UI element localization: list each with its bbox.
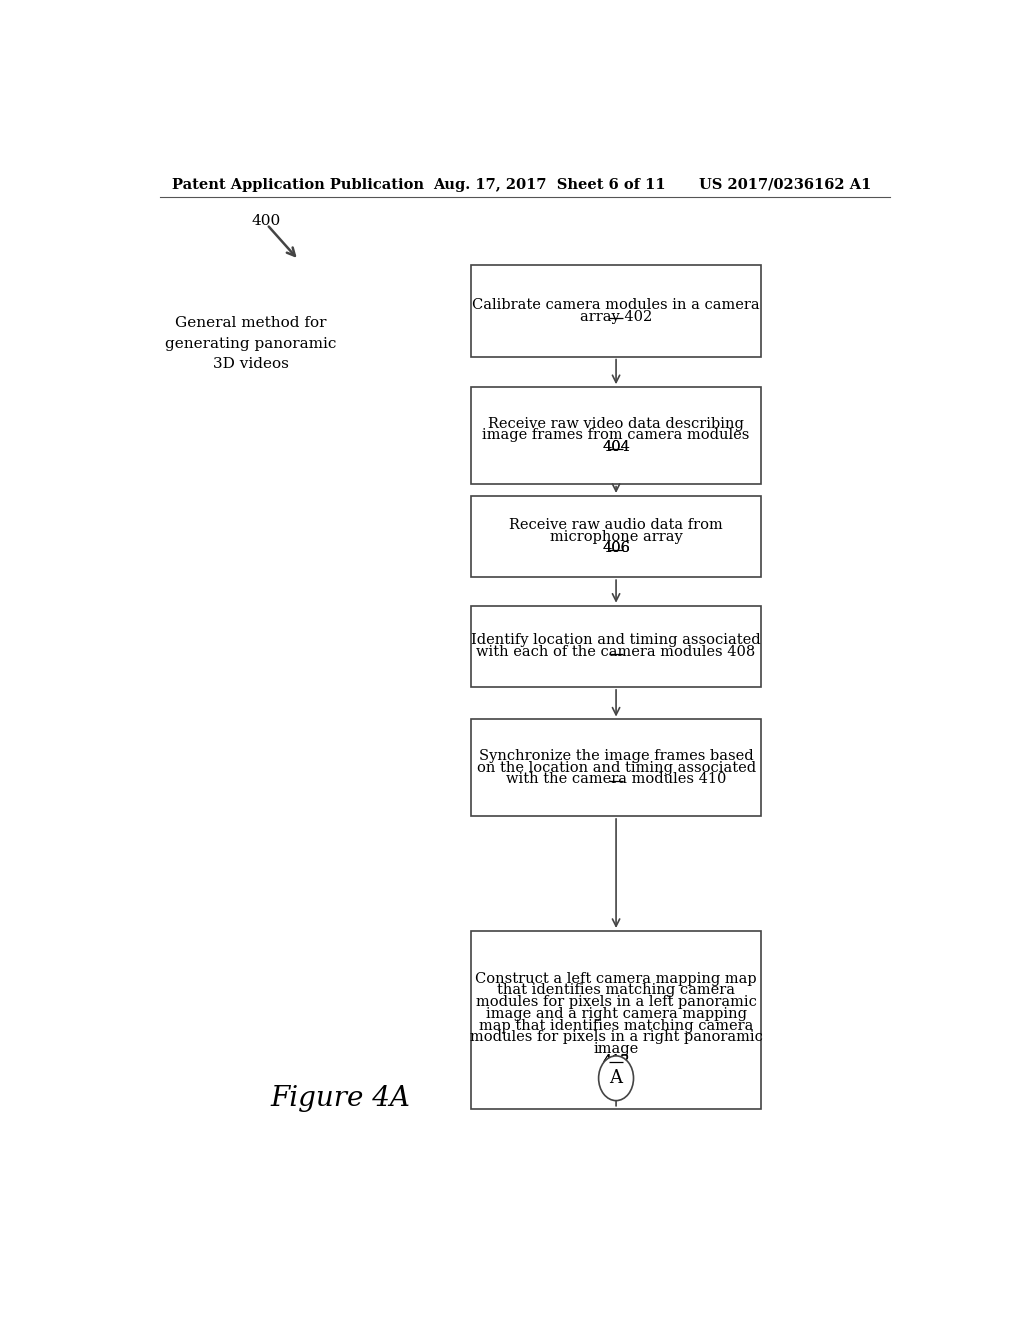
Text: 406: 406 [602, 541, 630, 556]
Text: that identifies matching camera: that identifies matching camera [497, 983, 735, 998]
Text: Figure 4A: Figure 4A [270, 1085, 411, 1111]
Text: Patent Application Publication: Patent Application Publication [172, 178, 424, 191]
Text: 412: 412 [602, 1053, 630, 1068]
Bar [471, 606, 761, 686]
Text: Construct a left camera mapping map: Construct a left camera mapping map [475, 972, 757, 986]
Text: 406: 406 [602, 541, 630, 556]
Text: modules for pixels in a left panoramic: modules for pixels in a left panoramic [475, 995, 757, 1010]
Bar [471, 265, 761, 356]
Circle shape [599, 1056, 634, 1101]
Text: modules for pixels in a right panoramic: modules for pixels in a right panoramic [470, 1031, 763, 1044]
Bar [471, 931, 761, 1109]
Text: image and a right camera mapping: image and a right camera mapping [485, 1007, 746, 1020]
Text: 404: 404 [602, 440, 630, 454]
Text: 400: 400 [251, 214, 281, 228]
Text: Identify location and timing associated: Identify location and timing associated [471, 634, 761, 647]
Text: Synchronize the image frames based: Synchronize the image frames based [479, 748, 754, 763]
Text: on the location and timing associated: on the location and timing associated [476, 760, 756, 775]
Bar [471, 719, 761, 816]
Text: image frames from camera modules: image frames from camera modules [482, 429, 750, 442]
Text: image: image [594, 1041, 639, 1056]
Text: 404: 404 [602, 440, 630, 454]
Bar [471, 496, 761, 577]
Text: with each of the camera modules 408: with each of the camera modules 408 [476, 645, 756, 659]
Text: A: A [609, 1069, 623, 1088]
Text: Calibrate camera modules in a camera: Calibrate camera modules in a camera [472, 298, 760, 312]
Text: US 2017/0236162 A1: US 2017/0236162 A1 [699, 178, 871, 191]
Text: with the camera modules 410: with the camera modules 410 [506, 772, 726, 787]
Text: 412: 412 [602, 1053, 630, 1068]
Text: Aug. 17, 2017  Sheet 6 of 11: Aug. 17, 2017 Sheet 6 of 11 [433, 178, 667, 191]
Text: Receive raw video data describing: Receive raw video data describing [488, 417, 744, 430]
Text: Receive raw audio data from: Receive raw audio data from [509, 517, 723, 532]
Text: microphone array: microphone array [550, 529, 682, 544]
Text: map that identifies matching camera: map that identifies matching camera [479, 1019, 754, 1032]
Bar [471, 387, 761, 483]
Text: array 402: array 402 [580, 310, 652, 323]
Text: General method for
generating panoramic
3D videos: General method for generating panoramic … [165, 315, 337, 371]
